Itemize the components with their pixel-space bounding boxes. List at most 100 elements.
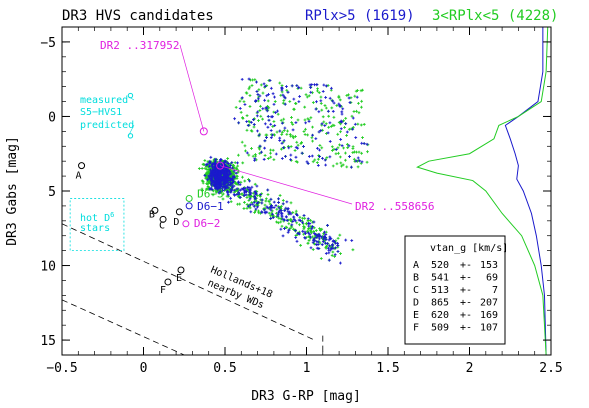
scatter-point (310, 136, 314, 140)
scatter-point (203, 159, 207, 162)
scatter-point (324, 106, 328, 110)
scatter-point (324, 122, 328, 126)
legend-green: 3<RPlx<5 (4228) (432, 8, 558, 24)
scatter-point (328, 236, 332, 240)
scatter-point (307, 221, 310, 225)
scatter-point (305, 160, 309, 164)
scatter-point (350, 239, 354, 242)
scatter-point (294, 101, 297, 105)
scatter-point (343, 158, 347, 162)
scatter-point (338, 98, 342, 102)
candidate-F-marker (164, 278, 172, 286)
scatter-point (342, 146, 345, 150)
scatter-point (278, 136, 282, 140)
scatter-point (320, 108, 324, 112)
scatter-point (282, 95, 286, 99)
scatter-point (227, 200, 230, 204)
scatter-point (257, 88, 261, 92)
scatter-point (240, 192, 244, 196)
scatter-point (295, 84, 299, 88)
vtan-row-E-pm: +- (460, 310, 472, 321)
scatter-point (272, 120, 276, 123)
y-tick-label: 10 (40, 260, 56, 275)
vtan-row-D-value: 865 (431, 298, 449, 309)
scatter-point (263, 154, 267, 157)
scatter-point (233, 117, 237, 121)
scatter-point (338, 233, 342, 237)
scatter-point (207, 161, 211, 165)
scatter-point (347, 127, 351, 131)
scatter-point (357, 101, 360, 105)
scatter-point (244, 193, 248, 197)
scatter-point (250, 147, 253, 150)
scatter-point (324, 236, 328, 240)
scatter-point (248, 94, 252, 97)
scatter-point (315, 100, 318, 104)
scatter-point (265, 133, 269, 137)
scatter-point (238, 188, 242, 192)
scatter-point (238, 202, 242, 206)
scatter-point (267, 211, 271, 215)
scatter-point (328, 96, 332, 100)
scatter-point (301, 229, 305, 233)
scatter-point (306, 117, 310, 121)
scatter-point (333, 253, 337, 257)
scatter-point (336, 236, 340, 240)
scatter-point (309, 235, 312, 239)
scatter-point (232, 192, 236, 196)
candidate-E-label: E (176, 273, 182, 284)
scatter-point (213, 167, 217, 171)
scatter-point (286, 90, 290, 94)
scatter-point (239, 110, 243, 114)
scatter-point (314, 232, 318, 236)
scatter-point (347, 93, 350, 97)
scatter-point (280, 224, 284, 228)
scatter-point (356, 89, 359, 92)
scatter-point (271, 115, 275, 119)
scatter-point (321, 90, 325, 93)
scatter-point (328, 140, 332, 143)
scatter-point (310, 231, 313, 235)
scatter-point (345, 165, 349, 169)
scatter-point (351, 125, 355, 129)
scatter-point (319, 102, 323, 105)
scatter-point (275, 207, 279, 211)
scatter-point (289, 212, 293, 216)
scatter-point (318, 241, 322, 245)
scatter-point (228, 172, 232, 176)
scatter-point (303, 133, 307, 136)
scatter-point (223, 187, 227, 191)
scatter-point (272, 110, 276, 114)
scatter-point (269, 129, 273, 132)
scatter-point (280, 86, 283, 90)
scatter-point (280, 147, 283, 151)
scatter-point (217, 179, 221, 183)
scatter-point (224, 181, 228, 185)
vtan-row-C-id: C (413, 285, 419, 296)
scatter-point (298, 232, 301, 236)
scatter-point (209, 155, 213, 159)
scatter-point (308, 83, 312, 87)
scatter-point (279, 227, 283, 231)
vtan-row-A-err: 153 (480, 260, 498, 271)
scatter-point (269, 151, 272, 155)
scatter-point (267, 199, 271, 203)
scatter-point (274, 152, 278, 156)
scatter-point (206, 170, 210, 174)
scatter-point (339, 161, 343, 165)
scatter-point (203, 166, 207, 170)
scatter-point (256, 97, 260, 101)
x-tick-label: 2 (466, 361, 474, 376)
scatter-point (317, 237, 321, 241)
scatter-point (285, 200, 289, 204)
scatter-point (281, 217, 285, 221)
scatter-point (223, 167, 227, 171)
scatter-point (268, 202, 272, 206)
scatter-point (356, 156, 360, 160)
scatter-point (318, 227, 322, 231)
scatter-point (232, 188, 236, 192)
hot-d6-box (69, 198, 125, 252)
marked-star-2 (216, 161, 225, 170)
scatter-point (240, 77, 244, 81)
scatter-point (207, 176, 211, 180)
